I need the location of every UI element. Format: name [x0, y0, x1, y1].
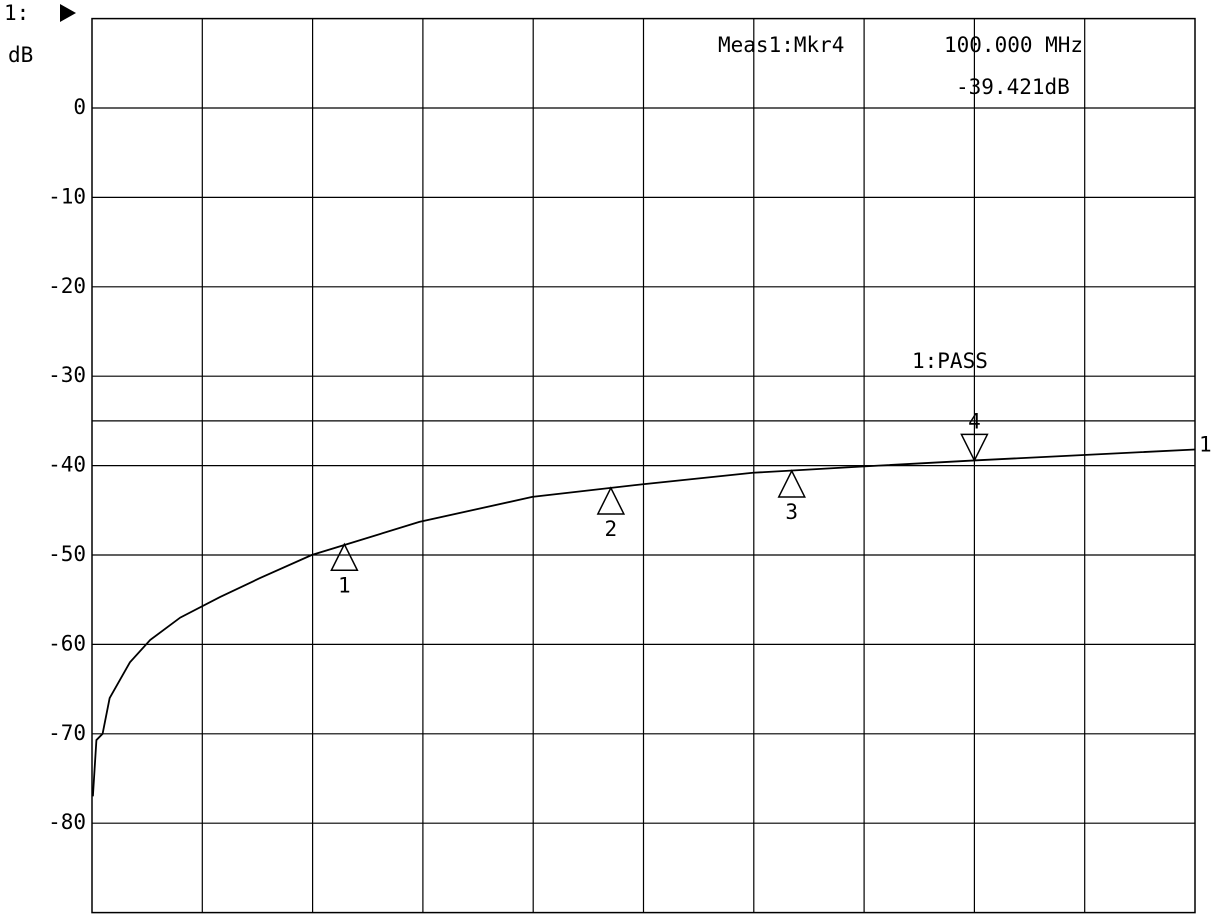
y-axis-label: dB — [8, 43, 33, 67]
marker — [777, 469, 806, 498]
readout-label: Meas1:Mkr4 — [718, 33, 844, 57]
y-tick-label: -10 — [48, 184, 86, 208]
trace-label: 1 — [1199, 433, 1212, 457]
y-tick-label: -40 — [48, 453, 86, 477]
marker-label: 4 — [968, 409, 981, 433]
channel-label: 1: — [4, 1, 29, 25]
readout-frequency: 100.000 MHz — [944, 33, 1083, 57]
marker-label: 3 — [785, 500, 798, 524]
channel-arrow — [60, 4, 76, 22]
y-tick-label: -60 — [48, 631, 86, 655]
marker — [960, 433, 989, 463]
trace — [91, 448, 1196, 797]
y-tick-label: -70 — [48, 721, 86, 745]
marker — [330, 542, 359, 572]
readout-value: -39.421dB — [956, 75, 1070, 99]
marker-label: 1 — [338, 573, 351, 597]
y-tick-label: -30 — [48, 363, 86, 387]
y-tick-label: 0 — [73, 95, 86, 119]
limit-status: 1:PASS — [912, 349, 988, 373]
marker — [596, 486, 626, 515]
marker-label: 2 — [605, 517, 618, 541]
y-tick-label: -20 — [48, 274, 86, 298]
y-tick-label: -50 — [48, 542, 86, 566]
y-tick-label: -80 — [48, 810, 86, 834]
